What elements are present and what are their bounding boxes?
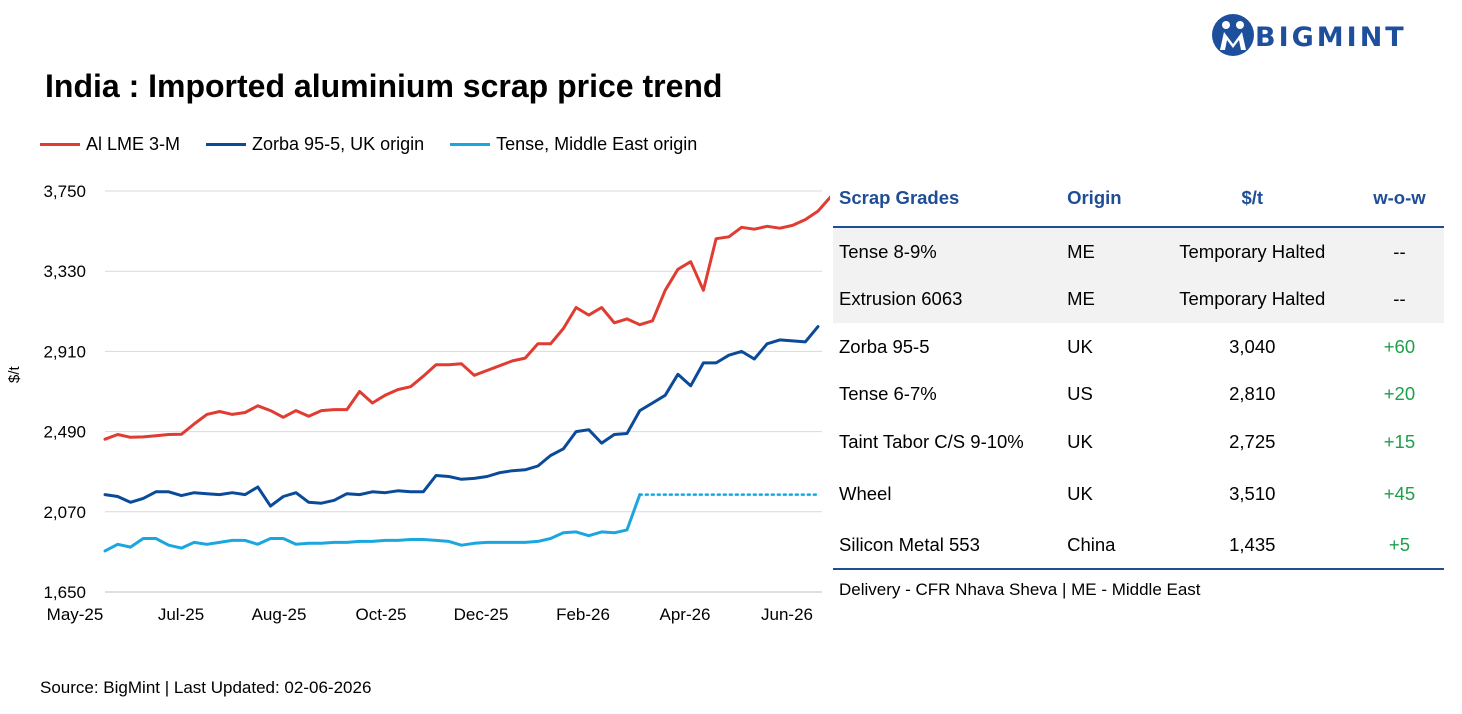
chart-legend: Al LME 3-M Zorba 95-5, UK origin Tense, … [40, 134, 723, 155]
x-tick-label: Apr-26 [659, 605, 710, 624]
x-tick-label: Oct-25 [355, 605, 406, 624]
table-body: Tense 8-9% ME Temporary Halted -- Extrusion … [833, 227, 1444, 570]
cell-price: 1,435 [1229, 534, 1276, 555]
y-tick-label: 2,490 [43, 423, 86, 442]
legend-item-lme: Al LME 3-M [40, 134, 180, 155]
cell-price: 2,810 [1229, 382, 1276, 404]
cell-wow: -- [1354, 275, 1444, 323]
cell-wow: +15 [1383, 431, 1416, 452]
y-tick-label: 2,070 [43, 503, 86, 522]
scrap-grades-table: Scrap Grades Origin $/t w-o-w Tense 8-9%… [833, 170, 1444, 570]
cell-price: Temporary Halted [1149, 227, 1355, 275]
cell-origin: ME [1061, 227, 1150, 275]
cell-origin: China [1067, 534, 1116, 555]
header-grade: Scrap Grades [833, 170, 1062, 228]
header-origin: Origin [1061, 170, 1150, 228]
series-line-0 [103, 195, 830, 441]
table-row: Zorba 95-5 UK 3,040 +60 [833, 323, 1444, 370]
cell-grade: Zorba 95-5 [839, 335, 930, 357]
x-tick-label: Jul-25 [158, 605, 204, 624]
y-tick-label: 3,750 [43, 182, 86, 201]
cell-wow: +5 [1388, 534, 1410, 555]
y-tick-label: 1,650 [43, 583, 86, 602]
legend-swatch [206, 143, 247, 146]
x-tick-label: Aug-25 [252, 605, 307, 624]
table-bottom-rule [833, 568, 1444, 570]
x-tick-label: Feb-26 [556, 605, 610, 624]
y-tick-label: 2,910 [43, 342, 86, 361]
cell-grade: Wheel [839, 482, 892, 504]
cell-origin: UK [1067, 335, 1093, 357]
bigmint-logo [1212, 14, 1254, 56]
cell-origin: ME [1061, 275, 1150, 323]
legend-label: Tense, Middle East origin [496, 134, 698, 154]
table-row: Wheel UK 3,510 +45 [833, 467, 1444, 520]
table-row: Silicon Metal 553 China 1,435 +5 [833, 520, 1444, 570]
cell-grade: Tense 6-7% [839, 382, 937, 404]
table-row: Tense 8-9% ME Temporary Halted -- [833, 227, 1444, 275]
cell-price: 3,040 [1229, 335, 1276, 357]
legend-label: Al LME 3-M [86, 134, 181, 154]
cell-price: 2,725 [1229, 431, 1276, 452]
x-tick-label: Jun-26 [761, 605, 813, 624]
header-wow: w-o-w [1354, 170, 1444, 228]
x-tick-label: May-25 [47, 605, 104, 624]
cell-wow: +20 [1383, 382, 1416, 404]
table-header-row: Scrap Grades Origin $/t w-o-w [833, 170, 1444, 228]
table-row: Tense 6-7% US 2,810 +20 [833, 370, 1444, 417]
series-line-2 [103, 493, 642, 553]
cell-wow: -- [1354, 227, 1444, 275]
cell-origin: UK [1067, 431, 1093, 452]
table-note: Delivery - CFR Nhava Sheva | ME - Middle… [839, 580, 1201, 599]
cell-grade: Extrusion 6063 [833, 275, 1062, 323]
cell-origin: US [1067, 382, 1093, 404]
cell-origin: UK [1067, 482, 1093, 504]
cell-wow: +45 [1383, 482, 1416, 504]
header-price: $/t [1149, 170, 1355, 228]
legend-item-zorba: Zorba 95-5, UK origin [206, 134, 424, 155]
y-tick-label: 3,330 [43, 262, 86, 281]
y-axis-label: $/t [6, 366, 23, 383]
cell-grade: Silicon Metal 553 [839, 534, 980, 555]
source-note: Source: BigMint | Last Updated: 02-06-20… [40, 678, 372, 697]
series-line-1 [103, 325, 820, 508]
legend-swatch [450, 143, 491, 146]
legend-swatch [40, 143, 80, 146]
cell-wow: +60 [1383, 335, 1416, 357]
cell-grade: Taint Tabor C/S 9-10% [839, 431, 1024, 452]
line-chart: 3,750 3,330 2,910 2,490 2,070 1,650 May-25 Jul-… [43, 182, 830, 624]
cell-price: Temporary Halted [1149, 275, 1355, 323]
page-title: India : Imported aluminium scrap price t… [45, 68, 723, 104]
legend-label: Zorba 95-5, UK origin [252, 134, 425, 154]
brand-name: BIGMINT [1255, 22, 1407, 53]
table-row: Extrusion 6063 ME Temporary Halted -- [833, 275, 1444, 323]
cell-grade: Tense 8-9% [833, 227, 1062, 275]
cell-price: 3,510 [1229, 482, 1276, 504]
x-tick-label: Dec-25 [454, 605, 509, 624]
legend-item-tense: Tense, Middle East origin [450, 134, 697, 155]
table-row: Taint Tabor C/S 9-10% UK 2,725 +15 [833, 417, 1444, 467]
